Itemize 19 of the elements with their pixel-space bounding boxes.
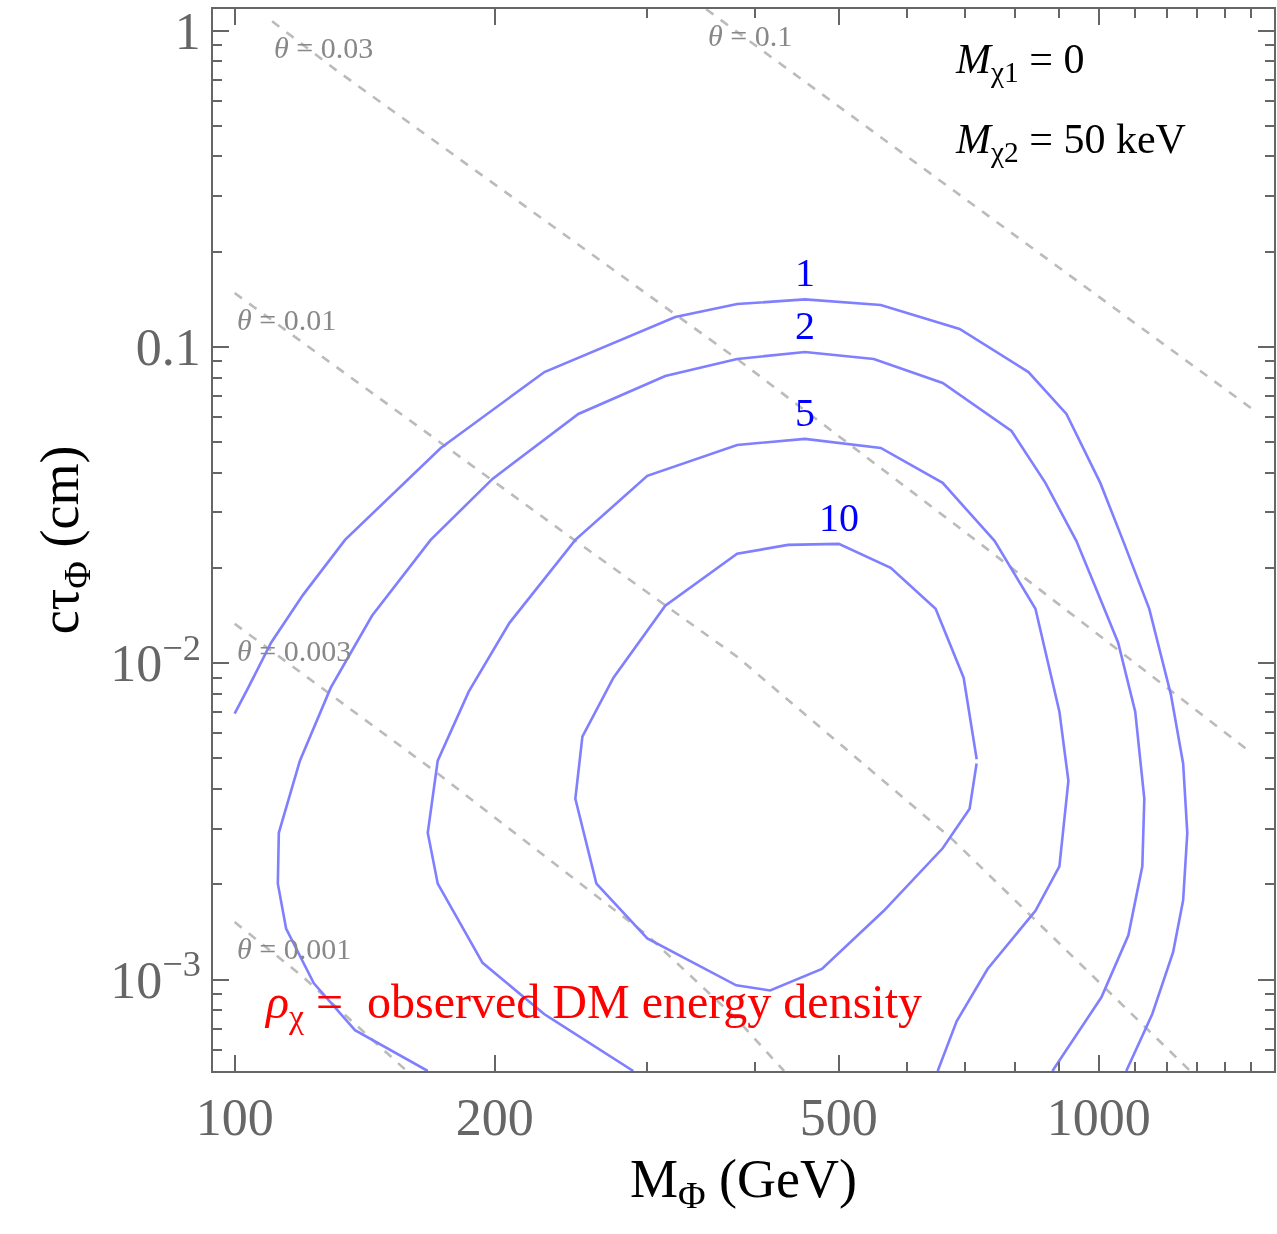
annotation: M$_{χ2}$ = 50 keV	[955, 116, 1186, 168]
x-tick-label: 500	[799, 1089, 878, 1147]
y-tick-label: 0.1	[135, 319, 201, 377]
x-tick-label: 200	[455, 1089, 534, 1147]
series-label: 5	[795, 390, 815, 435]
y-tick-label: 10$^{−3}$	[110, 943, 201, 1009]
series-label: 2	[795, 303, 815, 348]
series-label: θ = 0.03	[274, 31, 374, 64]
series-label: 1	[795, 250, 815, 295]
y-tick-label: 10$^{−2}$	[110, 627, 201, 693]
x-tick-label: 1000	[1046, 1089, 1151, 1147]
annotation: ρ$_{χ}$ = observed DM energy density	[264, 975, 923, 1036]
series-label: θ = 0.01	[237, 303, 337, 336]
y-tick-label: 1	[174, 2, 201, 60]
x-tick-label: 100	[195, 1089, 274, 1147]
x-axis-title: M$_{Φ}$ (GeV)	[629, 1148, 858, 1217]
annotation: M$_{χ1}$ = 0	[955, 36, 1085, 88]
series-label: θ = 0.1	[708, 19, 793, 52]
series-label: 10	[819, 495, 859, 540]
